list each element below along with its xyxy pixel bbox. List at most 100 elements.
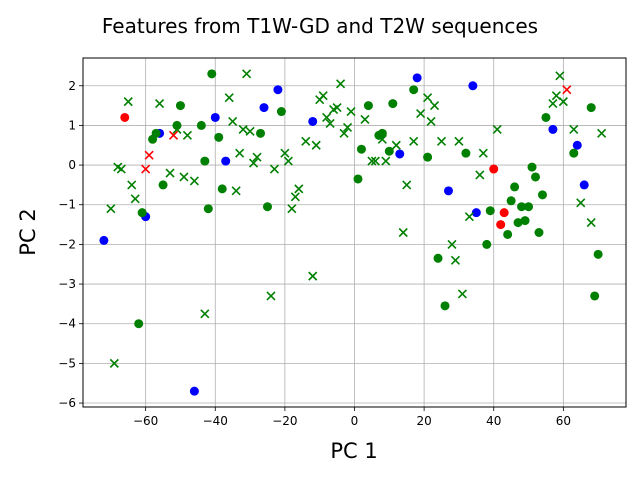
data-point-x [172,124,182,134]
data-point-circle [384,146,394,156]
data-point-x [548,99,558,109]
data-point-x [409,136,419,146]
data-point-x [562,85,572,95]
data-point-x [555,71,565,81]
data-point-circle [531,172,540,182]
data-point-circle [196,120,206,130]
data-point-circle [510,182,520,192]
data-point-circle [461,148,471,158]
data-point-circle [388,99,398,109]
x-tick-label: 0 [351,414,359,428]
data-point-x [266,291,276,301]
data-point-x [423,93,433,103]
data-point-x [370,156,380,166]
data-point-x [189,176,199,186]
data-point-circle [377,128,387,138]
data-point-circle [586,103,596,113]
data-point-x [287,204,297,214]
data-point-circle [569,148,579,158]
data-point-circle [210,112,220,122]
data-point-circle [395,149,405,159]
data-point-x [447,239,457,249]
data-point-circle [440,301,450,311]
data-point-x [332,103,342,113]
data-point-circle [175,101,185,111]
x-tick-label: −40 [203,414,228,428]
data-point-circle [273,85,283,95]
data-point-circle [527,162,537,172]
data-point-circle [221,156,231,166]
data-point-x [336,79,346,89]
data-point-x [325,118,335,129]
y-tick-label: −3 [58,277,76,291]
data-point-circle [276,107,286,117]
data-point-circle [433,253,443,263]
data-point-circle [506,196,516,206]
data-point-circle [217,184,227,194]
data-point-circle [134,319,144,329]
data-point-x [123,97,133,107]
data-point-circle [496,220,506,230]
data-point-circle [520,216,530,226]
data-point-x [269,164,280,174]
data-point-x [182,130,192,140]
data-point-x [426,116,436,127]
data-point-x [429,101,440,111]
data-point-x [280,148,290,158]
data-point-x [416,108,426,119]
data-point-x [311,140,321,150]
data-point-x [252,152,262,162]
x-tick-label: −60 [133,414,158,428]
axis-ticks: −60 −40 −20 0 20 40 60 −6 −5 −4 −3 −2 −1 0 1 2 [58,79,571,428]
data-point-x [294,184,304,194]
x-axis-label: PC 1 [330,439,377,463]
x-tick-label: 40 [486,414,501,428]
data-point-circle [409,85,419,95]
data-point-x [168,130,179,140]
y-tick-label: −5 [58,356,76,370]
data-point-circle [200,156,210,166]
data-point-circle [158,180,168,190]
data-point-x [360,114,370,125]
data-point-x [127,180,137,190]
data-point-circle [524,202,534,212]
data-point-x [290,192,300,202]
data-point-circle [537,190,547,200]
data-point-x [248,158,259,168]
data-point-circle [471,208,481,218]
data-point-x [144,150,154,160]
data-point-circle [412,73,422,83]
y-tick-label: 0 [68,158,76,172]
chart-title: Features from T1W-GD and T2W sequences [102,14,538,38]
data-point-x [283,156,293,166]
data-point-circle [423,152,433,162]
data-point-circle [214,132,224,142]
data-point-x [436,136,447,146]
data-point-circle [534,228,544,237]
data-point-x [224,93,234,103]
data-point-circle [308,116,318,126]
y-axis-label: PC 2 [16,208,40,255]
data-point-x [339,128,349,138]
data-point-circle [120,112,130,122]
data-point-circle [203,204,213,214]
data-point-circle [256,128,266,138]
data-point-x [165,168,175,178]
data-point-x [231,186,241,196]
data-point-x [238,124,248,134]
data-point-x [367,156,377,166]
data-point-circle [590,291,600,301]
data-point-circle [137,208,147,218]
data-point-circle [572,140,582,150]
data-point-x [597,128,607,138]
data-point-circle [363,101,373,111]
data-points [99,69,607,396]
data-point-circle [207,69,217,79]
y-tick-label: −2 [58,237,76,251]
data-point-circle [579,180,589,190]
data-point-circle [485,206,495,216]
data-point-x [457,289,467,299]
data-point-x [228,116,238,127]
data-point-x [342,122,353,132]
